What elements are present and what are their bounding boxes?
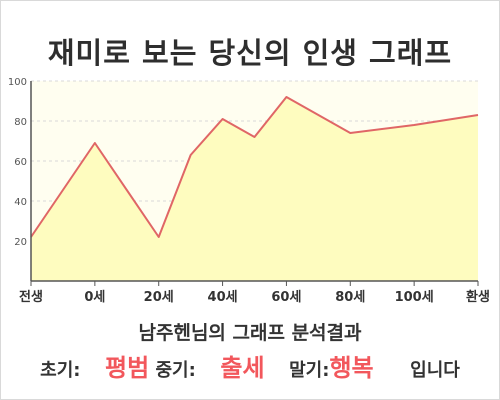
analysis-title: 남주헨님의 그래프 분석결과 (138, 322, 362, 344)
y-tick-label: 20 (14, 237, 27, 248)
x-tick-label: 전생 (19, 289, 43, 305)
data-point (285, 96, 288, 99)
x-tick-label: 0세 (84, 290, 105, 305)
summary-suffix: 입니다 (410, 360, 460, 381)
data-point (349, 132, 352, 135)
x-tick-label: 60세 (271, 290, 301, 305)
series-line (30, 96, 479, 238)
x-tick-label: 80세 (335, 290, 365, 305)
mid-label: 중기: (155, 360, 196, 381)
x-tick-label: 100세 (395, 290, 434, 305)
mid-value: 출세 (220, 354, 265, 382)
data-point (221, 118, 224, 121)
y-tick-label: 100 (8, 77, 27, 88)
early-value: 평범 (105, 354, 150, 382)
data-point (413, 124, 416, 127)
x-tick-label: 환생 (466, 289, 490, 305)
page-title: 재미로 보는 당신의 인생 그래프 (47, 36, 453, 70)
late-value: 행복 (329, 354, 374, 382)
early-label: 초기: (40, 360, 81, 381)
late-label: 말기: (289, 360, 330, 381)
y-tick-label: 80 (14, 117, 27, 128)
data-point (189, 154, 192, 157)
data-point (477, 114, 480, 117)
x-tick-label: 20세 (144, 290, 174, 305)
y-tick-label: 40 (14, 197, 27, 208)
y-tick-label: 60 (14, 157, 27, 168)
area-fill (31, 97, 478, 281)
data-point (93, 142, 96, 145)
x-tick-label: 40세 (208, 290, 238, 305)
analysis-summary: 초기: 평범 중기: 출세 말기:행복 입니다 (0, 348, 500, 383)
data-point (253, 136, 256, 139)
data-point (157, 236, 160, 239)
